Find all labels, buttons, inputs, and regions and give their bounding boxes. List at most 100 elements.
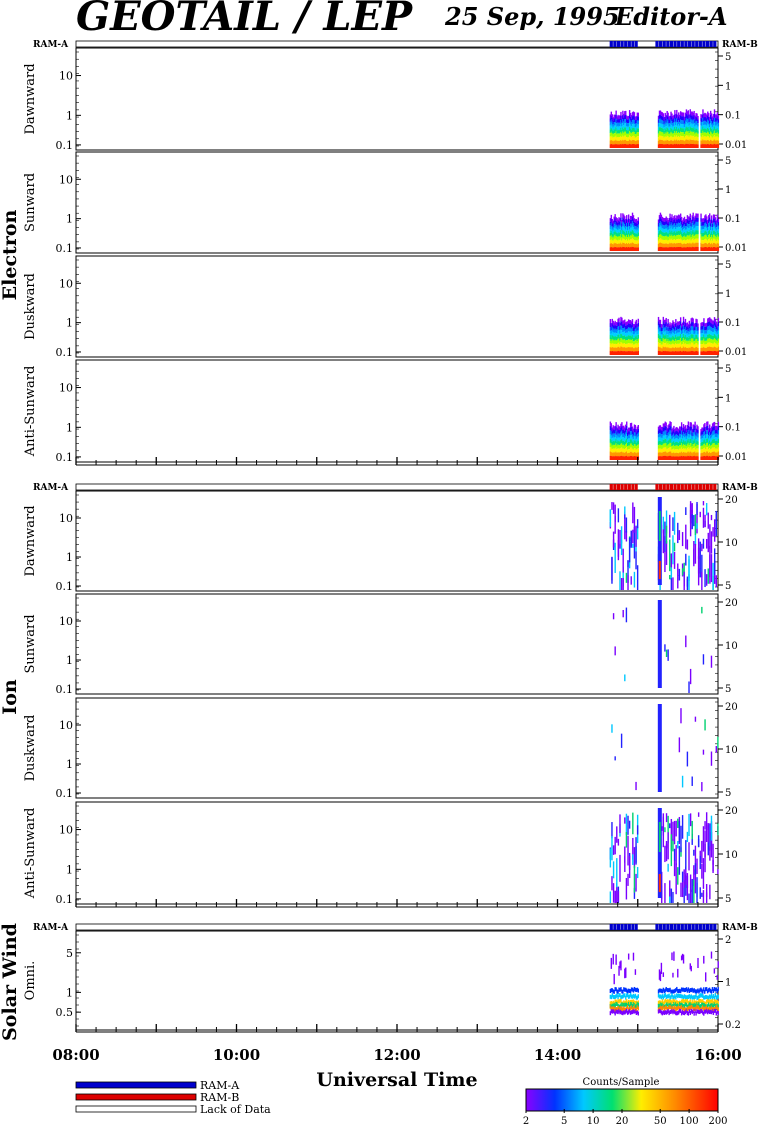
spectrum-cell — [683, 1004, 686, 1009]
spectrum-cell — [631, 987, 634, 992]
y-left-tick-label: 1 — [66, 863, 73, 876]
spectrum-cell — [685, 524, 687, 549]
spectrum-cell — [678, 435, 680, 440]
spectrum-cell — [665, 1010, 667, 1015]
spectrum-cell — [659, 242, 662, 247]
spectrum-cell — [681, 244, 684, 248]
spectrum-cell — [706, 129, 708, 134]
spectrum-cell — [625, 452, 627, 457]
spectrum-cell — [609, 451, 612, 456]
spectrum-cell — [657, 808, 662, 898]
spectrum-cell — [663, 1000, 665, 1005]
spectrum-cell — [669, 351, 671, 355]
spectrum-cell — [709, 137, 711, 142]
spectrum-cell — [697, 344, 699, 348]
spectrum-cell — [616, 344, 618, 348]
spectrum-cell — [623, 129, 625, 133]
spectrum-cell — [681, 140, 684, 145]
ram-segment — [624, 484, 628, 490]
spectrum-cell — [634, 436, 637, 441]
spectrum-cell — [684, 229, 687, 234]
spectrum-cell — [675, 247, 677, 251]
spectrum-cell — [691, 503, 693, 514]
spectrum-cell — [669, 140, 671, 145]
spectrum-cell — [612, 994, 614, 999]
spectrum-cell — [708, 231, 710, 236]
spectrum-cell — [671, 322, 673, 327]
spectrum-cell — [689, 213, 691, 218]
spectrum-cell — [682, 432, 685, 437]
spectrum-cell — [616, 236, 618, 240]
spectrum-cell — [700, 140, 702, 145]
spectrum-cell — [627, 218, 630, 223]
spectrum-cell — [621, 140, 623, 145]
spectrum-cell — [635, 781, 637, 791]
spectrum-cell — [614, 324, 616, 329]
spectrum-cell — [613, 239, 615, 244]
spectrum-cell — [669, 425, 671, 430]
spectrum-cell — [621, 430, 623, 435]
spectrum-cell — [680, 243, 683, 248]
spectrum-cell — [620, 325, 622, 330]
x-tick-label: 10:00 — [213, 1046, 260, 1064]
spectrum-cell — [704, 215, 706, 220]
spectrum-cell — [715, 347, 718, 352]
spectrum-cell — [622, 437, 624, 442]
spectrum-cell — [611, 346, 613, 351]
spectrum-cell — [716, 246, 719, 251]
spectrum-cell — [673, 860, 676, 877]
spectrum-cell — [706, 455, 708, 460]
spectrum-cell — [637, 144, 639, 148]
spectrum-cell — [633, 327, 636, 331]
spectrum-cell — [659, 246, 662, 251]
spectrum-cell — [624, 993, 626, 998]
spectrum-cell — [630, 122, 633, 127]
spectrum-cell — [616, 347, 618, 352]
spectrum-cell — [696, 428, 698, 433]
spectrum-cell — [630, 328, 633, 333]
spectrum-cell — [689, 348, 691, 352]
spectrum-cell — [693, 849, 695, 856]
spectrum-cell — [624, 223, 626, 228]
spectrum-cell — [694, 434, 696, 439]
spectrum-cell — [689, 330, 691, 335]
spectrum-cell — [636, 330, 639, 335]
spectrum-cell — [706, 235, 708, 240]
spectrum-cell — [665, 243, 667, 248]
spectrum-cell — [709, 428, 712, 432]
spectrum-cell — [623, 218, 625, 223]
spectrum-cell — [660, 218, 663, 223]
spectrum-cell — [690, 226, 692, 231]
y-right-tick-label: 5 — [725, 788, 731, 799]
spectrum-cell — [713, 342, 716, 347]
spectrum-cell — [674, 243, 676, 248]
spectrum-cell — [716, 128, 719, 133]
spectrum-cell — [610, 330, 613, 334]
spectrum-cell — [671, 347, 673, 352]
spectrum-cell — [668, 439, 670, 444]
ram-segment — [669, 41, 674, 47]
spectrum-cell — [681, 351, 684, 355]
spectrum-cell — [689, 438, 691, 444]
spectrum-cell — [704, 1009, 706, 1014]
spectrum-cell — [613, 973, 615, 985]
spectrum-cell — [685, 247, 688, 251]
spectrum-cell — [632, 543, 634, 548]
spectrum-cell — [636, 120, 639, 125]
spectrum-cell — [657, 456, 660, 460]
spectrum-cell — [612, 1003, 614, 1008]
spectrum-cell — [701, 571, 703, 590]
spectrum-cell — [678, 128, 680, 133]
spectrum-cell — [623, 437, 625, 441]
spectrum-cell — [677, 340, 679, 344]
spectrum-cell — [700, 129, 702, 133]
ram-left-label: RAM-A — [33, 483, 69, 493]
spectrum-cell — [614, 351, 616, 355]
spectrum-cell — [609, 114, 612, 119]
spectrum-cell — [665, 338, 667, 343]
spectrum-cell — [627, 351, 630, 355]
spectrum-cell — [706, 326, 708, 330]
spectrum-cell — [707, 330, 709, 335]
spectrum-cell — [672, 456, 674, 460]
spectrum-cell — [660, 988, 663, 993]
